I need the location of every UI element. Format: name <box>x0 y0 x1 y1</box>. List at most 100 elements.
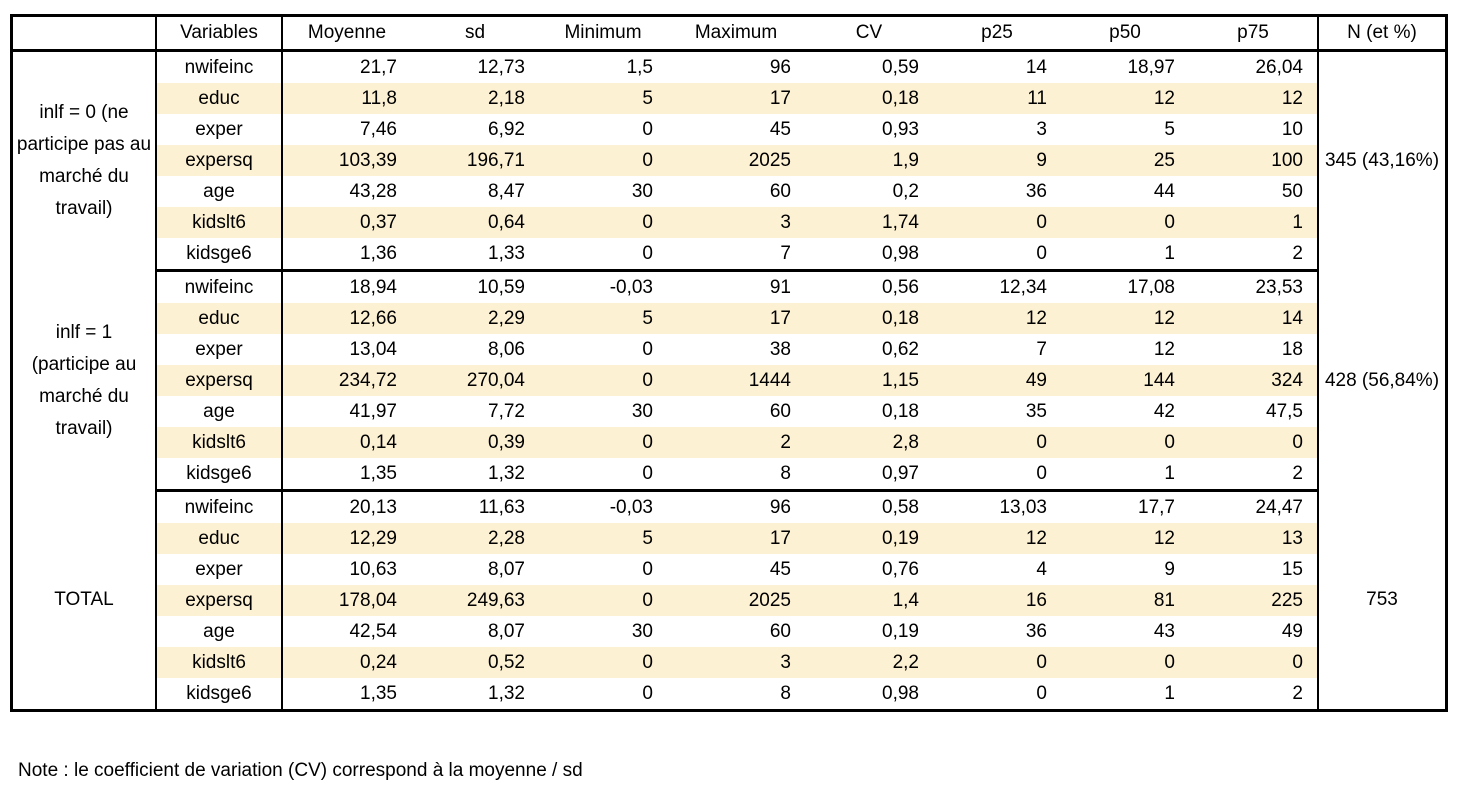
table-cell: 1,5 <box>626 57 653 78</box>
table-row: educ 12,66 2,29 5 17 0,18 12 12 14 <box>12 303 1447 334</box>
table-row: expersq 178,04 249,63 0 2025 1,4 16 81 225 <box>12 585 1447 616</box>
table-cell: 0,62 <box>882 339 919 360</box>
table-cell: 5 <box>539 303 667 334</box>
table-cell: 0 <box>642 559 653 580</box>
table-cell: 0,19 <box>882 621 919 642</box>
table-cell: 20,13 <box>349 497 397 518</box>
table-cell: 35 <box>1025 401 1047 422</box>
variable-name: kidsge6 <box>156 678 283 712</box>
table-cell: 91 <box>769 277 791 298</box>
table-cell: 5 <box>539 523 667 554</box>
table-cell: 1,15 <box>805 365 933 396</box>
table-cell: 0,18 <box>805 83 933 114</box>
table-cell: 1 <box>1061 238 1189 272</box>
variable-name: nwifeinc <box>156 50 283 83</box>
table-cell: 234,72 <box>282 365 411 396</box>
variable-name: age <box>156 396 283 427</box>
table-row: age 43,28 8,47 30 60 0,2 36 44 50 <box>12 176 1447 207</box>
table-cell: 7 <box>667 238 805 272</box>
table-cell: 8,07 <box>488 621 525 642</box>
table-cell: 2 <box>667 427 805 458</box>
table-cell: 45 <box>769 559 791 580</box>
table-row: educ 12,29 2,28 5 17 0,19 12 12 13 <box>12 523 1447 554</box>
table-cell: 0 <box>539 145 667 176</box>
table-cell: 0 <box>539 678 667 712</box>
table-cell: 0,39 <box>411 427 539 458</box>
table-cell: 60 <box>769 181 791 202</box>
table-cell: 0 <box>1189 647 1318 678</box>
table-cell: 17 <box>667 83 805 114</box>
table-cell: 36 <box>1025 181 1047 202</box>
table-cell: 38 <box>769 339 791 360</box>
table-cell: 324 <box>1189 365 1318 396</box>
table-cell: 17,7 <box>1138 497 1175 518</box>
table-cell: 0 <box>933 427 1061 458</box>
table-cell: 11,8 <box>282 83 411 114</box>
table-cell: 0,97 <box>805 458 933 492</box>
table-row: kidslt6 0,37 0,64 0 3 1,74 0 0 1 <box>12 207 1447 238</box>
table-cell: 1,9 <box>805 145 933 176</box>
table-cell: 2025 <box>667 145 805 176</box>
table-cell: 100 <box>1189 145 1318 176</box>
table-cell: 10 <box>1281 119 1303 140</box>
table-cell: 12,66 <box>282 303 411 334</box>
table-cell: 10,59 <box>477 277 525 298</box>
table-cell: 0,56 <box>882 277 919 298</box>
table-cell: 81 <box>1061 585 1189 616</box>
table-cell: 12,34 <box>999 277 1047 298</box>
table-row: exper 10,63 8,07 0 45 0,76 4 9 15 <box>12 554 1447 585</box>
group-label: TOTAL <box>11 490 157 711</box>
table-cell: 0 <box>1061 427 1189 458</box>
table-cell: 5 <box>1164 119 1175 140</box>
table-cell: 42,54 <box>349 621 397 642</box>
table-cell: 36 <box>1025 621 1047 642</box>
table-cell: 144 <box>1061 365 1189 396</box>
table-cell: 96 <box>769 497 791 518</box>
table-cell: 178,04 <box>282 585 411 616</box>
table-cell: 45 <box>769 119 791 140</box>
variable-name: age <box>156 616 283 647</box>
table-cell: 12,29 <box>282 523 411 554</box>
table-cell: 0 <box>933 458 1061 492</box>
table-cell: 42 <box>1153 401 1175 422</box>
variable-name: exper <box>156 334 283 365</box>
table-cell: 0 <box>539 458 667 492</box>
table-cell: 9 <box>933 145 1061 176</box>
variable-name: expersq <box>156 585 283 616</box>
header-maximum: Maximum <box>667 15 805 52</box>
table-cell: 12 <box>1189 83 1318 114</box>
table-cell: 1,4 <box>805 585 933 616</box>
table-cell: 12 <box>1061 303 1189 334</box>
table-cell: 16 <box>933 585 1061 616</box>
statistics-table: Variables Moyenne sd Minimum Maximum CV … <box>10 14 1448 712</box>
table-cell: 0,18 <box>805 303 933 334</box>
variable-name: kidslt6 <box>156 427 283 458</box>
table-cell: 0 <box>539 647 667 678</box>
table-cell: 0 <box>933 207 1061 238</box>
table-cell: 24,47 <box>1255 497 1303 518</box>
table-cell: 12 <box>933 523 1061 554</box>
table-cell: 21,7 <box>360 57 397 78</box>
group-count: 428 (56,84%) <box>1317 270 1447 491</box>
table-cell: 0 <box>642 339 653 360</box>
table-cell: 41,97 <box>349 401 397 422</box>
table-cell: 49 <box>933 365 1061 396</box>
variable-name: nwifeinc <box>156 490 283 523</box>
variable-name: expersq <box>156 145 283 176</box>
table-row: age 41,97 7,72 30 60 0,18 35 42 47,5 <box>12 396 1447 427</box>
table-row: inlf = 0 (ne participe pas au marché du … <box>11 50 1447 271</box>
table-cell: 4 <box>1036 559 1047 580</box>
header-n: N (et %) <box>1317 15 1447 52</box>
table-cell: 14 <box>1025 57 1047 78</box>
table-row: inlf = 1 (participe au marché du travail… <box>11 270 1447 491</box>
table-cell: 3 <box>667 647 805 678</box>
table-cell: 0 <box>539 427 667 458</box>
variable-name: nwifeinc <box>156 270 283 303</box>
table-cell: 1,32 <box>411 678 539 712</box>
variable-name: educ <box>156 523 283 554</box>
table-cell: 43 <box>1153 621 1175 642</box>
table-row: expersq 234,72 270,04 0 1444 1,15 49 144 324 <box>12 365 1447 396</box>
table-cell: -0,03 <box>609 277 653 298</box>
table-cell: 2,2 <box>805 647 933 678</box>
table-cell: 1,36 <box>282 238 411 272</box>
